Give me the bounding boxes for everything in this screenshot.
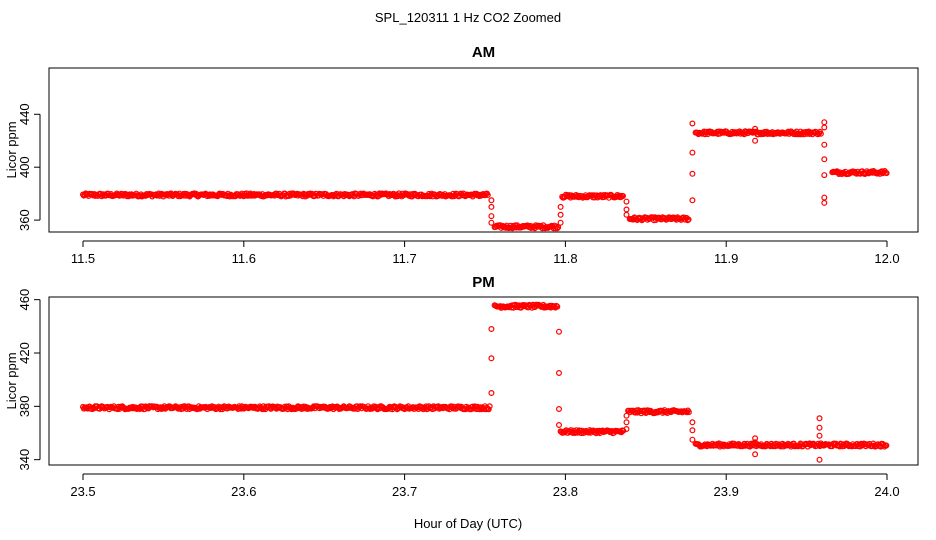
x-axis-title: Hour of Day (UTC)	[414, 516, 522, 531]
x-tick-label: 11.5	[71, 251, 95, 266]
data-point	[689, 149, 696, 156]
plot-frame	[48, 67, 919, 233]
data-point	[488, 213, 495, 220]
y-axis-title: Licor ppm	[4, 121, 19, 178]
y-tick-label: 340	[17, 449, 32, 471]
x-tick-label: 23.6	[231, 484, 256, 499]
data-point	[555, 328, 562, 335]
data-point	[689, 419, 696, 426]
data-point	[488, 197, 495, 204]
x-tick-label: 23.7	[392, 484, 417, 499]
data-point	[817, 130, 824, 137]
y-tick-label: 460	[17, 289, 32, 311]
data-point	[752, 137, 759, 144]
figure-title: SPL_120311 1 Hz CO2 Zoomed	[375, 10, 561, 25]
data-point	[685, 409, 692, 416]
y-tick-label: 440	[17, 103, 32, 125]
data-point	[752, 439, 759, 446]
data-point	[486, 403, 493, 410]
data-point	[883, 170, 890, 177]
x-tick-label: 24.0	[874, 484, 899, 499]
data-point	[821, 156, 828, 163]
data-point	[816, 456, 823, 463]
data-point	[816, 415, 823, 422]
data-point	[554, 303, 561, 310]
data-point	[555, 406, 562, 413]
data-point	[821, 124, 828, 131]
data-point	[816, 432, 823, 439]
data-point	[821, 194, 828, 201]
data-point	[488, 203, 495, 210]
x-tick-label: 23.9	[714, 484, 739, 499]
data-point	[821, 199, 828, 206]
panel-title: AM	[472, 44, 495, 61]
data-point	[484, 192, 491, 199]
x-tick-label: 23.8	[553, 484, 578, 499]
panel-pm: PM Licor ppm 23.5 23.6 23.7 23.8 23.9 24.0 340 38…	[4, 274, 919, 499]
x-tick-label: 11.6	[232, 251, 256, 266]
data-point	[883, 442, 890, 449]
data-point	[689, 197, 696, 204]
x-tick-label: 12.0	[874, 251, 899, 266]
data-point	[557, 211, 564, 218]
data-point	[623, 426, 630, 433]
data-point	[555, 224, 562, 231]
data-point	[623, 198, 630, 205]
data-point	[623, 211, 630, 218]
x-tick-label: 11.8	[553, 251, 577, 266]
data-point	[488, 219, 495, 226]
data-point	[485, 406, 492, 413]
y-tick-label: 420	[17, 342, 32, 364]
data-point	[623, 412, 630, 419]
data-point	[554, 225, 561, 232]
data-point	[689, 170, 696, 177]
plot-frame	[48, 296, 919, 466]
data-point	[557, 219, 564, 226]
data-point	[619, 193, 626, 200]
y-tick-label: 360	[17, 209, 32, 231]
x-tick-label: 11.7	[392, 251, 416, 266]
data-point	[557, 203, 564, 210]
panel-title: PM	[472, 274, 495, 291]
data-point	[488, 355, 495, 362]
data-point	[689, 436, 696, 443]
data-point	[623, 206, 630, 213]
data-point	[488, 326, 495, 333]
data-point	[689, 427, 696, 434]
y-tick-label: 400	[17, 156, 32, 178]
data-point	[816, 424, 823, 431]
data-point	[821, 172, 828, 179]
data-point	[685, 216, 692, 223]
data-point	[623, 419, 630, 426]
y-tick-label: 380	[17, 395, 32, 417]
x-tick-label: 11.9	[714, 251, 738, 266]
data-points	[79, 119, 890, 232]
x-tick-label: 23.5	[70, 484, 95, 499]
data-point	[752, 451, 759, 458]
y-axis-title: Licor ppm	[4, 352, 19, 409]
data-point	[821, 119, 828, 126]
data-point	[752, 435, 759, 442]
data-point	[689, 120, 696, 127]
data-point	[555, 370, 562, 377]
data-point	[821, 141, 828, 148]
data-point	[555, 422, 562, 429]
data-point	[752, 125, 759, 132]
data-points	[79, 301, 890, 463]
data-point	[488, 390, 495, 397]
panel-am: AM Licor ppm 11.5 11.6 11.7 11.8 11.9 12.0 360 40…	[4, 44, 919, 266]
